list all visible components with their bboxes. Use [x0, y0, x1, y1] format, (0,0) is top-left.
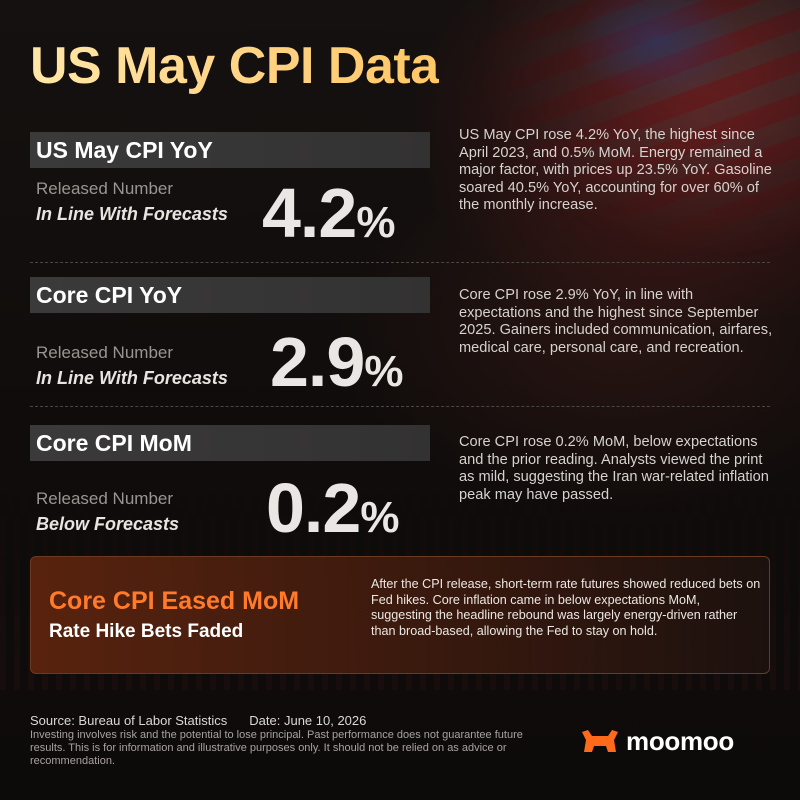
callout-title: Core CPI Eased MoM: [49, 587, 300, 615]
section-header: Core CPI MoM: [30, 425, 430, 461]
section-core-cpi-mom: Core CPI MoM Released Number Below Forec…: [30, 425, 770, 545]
value-unit: %: [364, 347, 403, 396]
value-unit: %: [360, 493, 399, 542]
section-us-cpi-yoy: US May CPI YoY Released Number In Line W…: [30, 132, 770, 252]
callout-text: After the CPI release, short-term rate f…: [371, 577, 761, 638]
section-divider: [30, 406, 770, 407]
released-value: 0.2%: [266, 473, 399, 543]
forecast-label: Below Forecasts: [36, 514, 180, 534]
released-label: Released Number: [36, 343, 174, 362]
released-label: Released Number: [36, 489, 174, 508]
forecast-label: In Line With Forecasts: [36, 368, 228, 388]
section-description: US May CPI rose 4.2% YoY, the highest si…: [459, 127, 772, 213]
flag-canton-graphic: [570, 0, 740, 100]
page-title: US May CPI Data: [30, 37, 439, 95]
section-header: Core CPI YoY: [30, 277, 430, 313]
moomoo-bull-icon: [582, 730, 618, 752]
released-label: Released Number: [36, 179, 174, 198]
callout-subtitle: Rate Hike Bets Faded: [49, 621, 244, 642]
source-text: Source: Bureau of Labor Statistics: [30, 713, 228, 728]
date-text: Date: June 10, 2026: [249, 713, 367, 728]
section-description: Core CPI rose 0.2% MoM, below expectatio…: [459, 434, 769, 503]
value-unit: %: [356, 198, 395, 247]
forecast-label: In Line With Forecasts: [36, 204, 228, 224]
section-description: Core CPI rose 2.9% YoY, in line with exp…: [459, 287, 773, 356]
source-line: Source: Bureau of Labor Statistics Date: …: [30, 713, 366, 728]
section-core-cpi-yoy: Core CPI YoY Released Number In Line Wit…: [30, 277, 770, 397]
disclaimer: Investing involves risk and the potentia…: [30, 729, 523, 767]
value-number: 2.9: [270, 323, 365, 401]
section-header: US May CPI YoY: [30, 132, 430, 168]
brand-logo: moomoo: [580, 724, 734, 758]
value-number: 4.2: [262, 174, 357, 252]
released-value: 2.9%: [270, 327, 403, 397]
brand-name: moomoo: [626, 725, 734, 756]
callout-box: Core CPI Eased MoM Rate Hike Bets Faded …: [30, 556, 770, 674]
section-divider: [30, 262, 770, 263]
released-value: 4.2%: [262, 178, 395, 248]
value-number: 0.2: [266, 469, 361, 547]
